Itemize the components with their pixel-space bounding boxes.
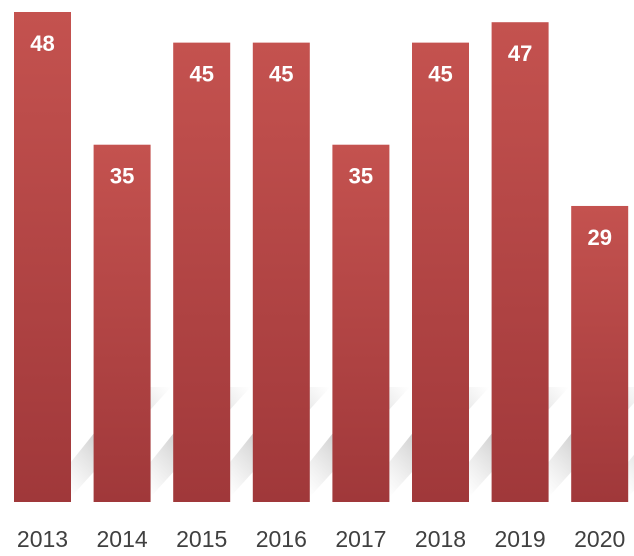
x-tick-label: 2018: [415, 526, 466, 552]
data-label: 45: [189, 61, 213, 86]
bar: [252, 42, 310, 502]
x-tick-label: 2015: [176, 526, 227, 552]
bar-shadow: [628, 454, 634, 497]
x-tick-label: 2019: [495, 526, 546, 552]
x-tick-label: 2017: [335, 526, 386, 552]
data-label: 35: [349, 164, 373, 189]
data-label: 47: [508, 41, 532, 66]
data-label: 48: [30, 31, 54, 56]
bar: [412, 42, 469, 502]
x-tick-label: 2014: [97, 526, 148, 552]
bar: [93, 144, 151, 503]
bar: [571, 205, 629, 503]
bars: 48 2013 35 2014 45 2015 45 2016 35 2017 45 2018 47 20…: [14, 12, 629, 552]
bar: [332, 144, 390, 503]
bar: [173, 42, 231, 502]
data-label: 35: [110, 164, 134, 189]
bar: [491, 22, 549, 502]
x-tick-label: 2016: [256, 526, 307, 552]
x-tick-label: 2020: [574, 526, 625, 552]
data-label: 45: [269, 61, 293, 86]
bar: [14, 12, 71, 502]
data-label: 29: [587, 225, 611, 250]
x-tick-label: 2013: [17, 526, 68, 552]
data-label: 45: [428, 61, 452, 86]
